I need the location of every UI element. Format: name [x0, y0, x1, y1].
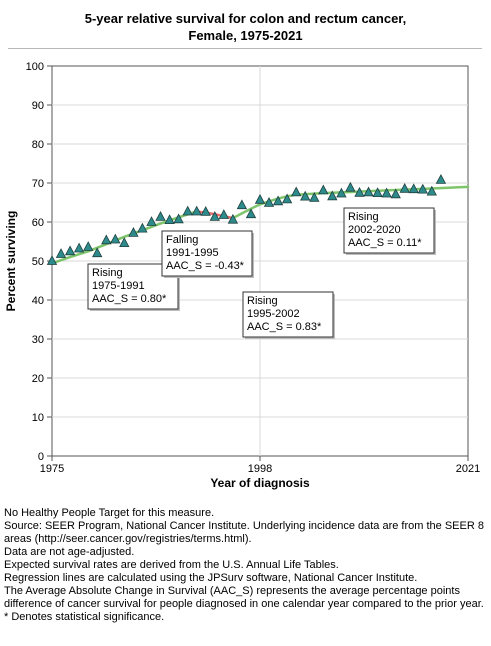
trend-line-1: [50, 210, 198, 265]
data-point: [155, 211, 166, 221]
data-point: [209, 211, 220, 221]
data-point: [254, 193, 266, 204]
data-point: [64, 245, 76, 256]
y-tick-label: 50: [32, 256, 44, 268]
y-tick-label: 70: [32, 178, 44, 190]
data-point: [128, 227, 139, 237]
annotation-aac: AAC_S = 0.80*: [92, 293, 167, 305]
footnote-1: No Healthy People Target for this measur…: [4, 507, 215, 519]
y-axis-label: Percent surviving: [4, 211, 18, 312]
y-tick-label: 90: [32, 100, 44, 112]
data-point: [372, 187, 383, 198]
annotation-aac: AAC_S = 0.83*: [247, 321, 322, 333]
footnotes: No Healthy People Target for this measur…: [4, 507, 488, 624]
data-point: [408, 183, 419, 194]
data-point: [327, 190, 338, 201]
data-point: [245, 208, 257, 219]
y-tick-label: 0: [38, 451, 44, 463]
footnote-7: * Denotes statistical significance.: [4, 611, 165, 623]
data-point: [345, 181, 356, 192]
data-point: [227, 213, 239, 224]
data-point: [46, 255, 58, 265]
data-point: [137, 222, 148, 233]
x-tick-label: 1998: [248, 463, 272, 475]
data-point: [101, 234, 112, 245]
annotation-aac: AAC_S = 0.11*: [348, 237, 422, 249]
data-point: [173, 213, 184, 224]
annotation-years: 1975-1991: [92, 280, 145, 292]
data-point: [92, 247, 103, 258]
x-axis-ticks: 1975 1998 2021: [40, 456, 480, 475]
data-point: [417, 183, 428, 194]
data-point: [363, 186, 374, 197]
data-point: [119, 237, 130, 248]
data-point: [381, 187, 392, 198]
data-point: [146, 216, 157, 226]
data-point: [73, 242, 85, 253]
footnote-4: Expected survival rates are derived from…: [4, 559, 339, 571]
data-point: [291, 186, 302, 197]
footnote-3: Data are not age-adjusted.: [4, 546, 135, 558]
observed-points: [46, 174, 447, 265]
title-divider: [8, 48, 482, 49]
data-point: [55, 248, 67, 258]
footnote-6: The Average Absolute Change in Survival …: [4, 585, 484, 610]
footnote-5: Regression lines are calculated using th…: [4, 572, 418, 584]
data-point: [182, 205, 193, 216]
data-point: [399, 182, 410, 193]
data-point: [218, 209, 229, 219]
annotation-years: 1995-2002: [247, 308, 300, 320]
data-point: [263, 197, 275, 207]
data-point: [236, 199, 248, 210]
data-point: [390, 188, 401, 199]
trend-line-4: [294, 185, 470, 196]
y-tick-label: 10: [32, 412, 44, 424]
data-point: [354, 186, 365, 197]
data-point: [336, 187, 347, 198]
data-point: [164, 214, 175, 225]
annotation-label: Rising: [92, 267, 123, 279]
data-point: [200, 206, 211, 216]
x-axis-label: Year of diagnosis: [210, 476, 310, 490]
y-tick-label: 20: [32, 373, 44, 385]
annotation-frame: [161, 230, 253, 277]
y-tick-label: 100: [26, 61, 44, 73]
y-axis-ticks: 0 10 20 30 40 50 60 70 80 90 100: [26, 61, 52, 463]
annotation-years: 2002-2020: [348, 224, 401, 236]
data-point: [110, 233, 121, 244]
annotation-frame: [343, 207, 435, 254]
data-point: [83, 241, 94, 251]
x-tick-label: 2021: [456, 463, 480, 475]
data-point: [272, 195, 284, 206]
chart-title: 5-year relative survival for colon and r…: [0, 10, 491, 44]
data-point: [281, 193, 293, 204]
y-tick-label: 80: [32, 139, 44, 151]
annotation-label: Rising: [348, 211, 379, 223]
data-point: [309, 191, 320, 202]
data-point: [435, 174, 447, 184]
y-tick-label: 40: [32, 295, 44, 307]
chart-title-line-1: 5-year relative survival for colon and r…: [84, 11, 407, 26]
annotation-frame: [242, 291, 334, 338]
chart-title-line-2: Female, 1975-2021: [188, 28, 303, 43]
data-point: [300, 190, 311, 201]
footnote-2: Source: SEER Program, National Cancer In…: [4, 520, 484, 545]
data-point: [426, 185, 437, 196]
annotation-aac: AAC_S = -0.43*: [166, 260, 245, 272]
annotation-label: Falling: [166, 234, 198, 246]
data-point: [191, 205, 202, 216]
y-tick-label: 60: [32, 217, 44, 229]
survival-chart: 0 10 20 30 40 50 60 70 80 90 100 1975 1998 2021 Risi…: [4, 61, 480, 490]
x-tick-label: 1975: [40, 463, 64, 475]
annotation-label: Rising: [247, 295, 278, 307]
annotation-years: 1991-1995: [166, 247, 219, 259]
data-point: [318, 184, 329, 195]
y-tick-label: 30: [32, 334, 44, 346]
